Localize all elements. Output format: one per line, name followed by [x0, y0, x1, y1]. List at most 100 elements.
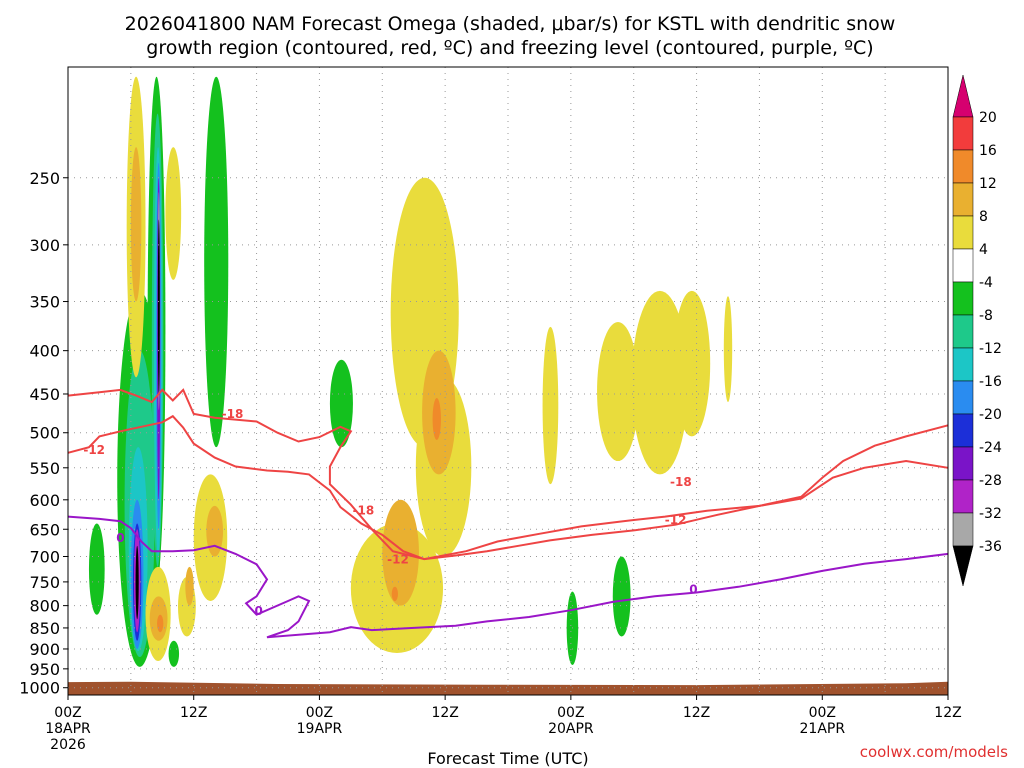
y-tick-label-1000: 1000 — [19, 679, 60, 698]
colorbar-segment-3 — [952, 182, 974, 217]
y-tick-label-550: 550 — [29, 459, 60, 478]
colorbar-label-7: -12 — [979, 341, 1002, 357]
colorbar-segment-0 — [952, 74, 974, 118]
colorbar-segment-2 — [952, 149, 974, 184]
omega-blob-28 — [542, 326, 559, 485]
omega-blob-30 — [631, 290, 689, 475]
contour-label-6: 0 — [116, 531, 124, 545]
colorbar-label-13: -36 — [979, 539, 1002, 555]
contour-label-1: -12 — [83, 443, 105, 457]
colorbar-segment-14 — [952, 545, 974, 587]
y-tick-label-800: 800 — [29, 597, 60, 616]
colorbar-label-12: -32 — [979, 506, 1002, 522]
x-tick-label-36-0: 12Z — [431, 705, 458, 721]
omega-blob-5 — [168, 640, 180, 667]
omega-shading-layer — [88, 76, 733, 667]
colorbar-label-5: -4 — [979, 275, 993, 291]
colorbar-segment-11 — [952, 446, 974, 481]
y-tick-label-700: 700 — [29, 548, 60, 567]
colorbar-segment-10 — [952, 413, 974, 448]
x-tick-label-72-0: 00Z — [809, 705, 836, 721]
y-tick-label-600: 600 — [29, 491, 60, 510]
colorbar-label-8: -16 — [979, 374, 1002, 390]
x-tick-label-48-0: 00Z — [557, 705, 584, 721]
omega-blob-2 — [204, 76, 229, 448]
omega-blob-21 — [165, 147, 182, 280]
omega-blob-39 — [432, 398, 441, 441]
colorbar-label-0: 20 — [979, 110, 997, 126]
chart-title-line2: growth region (contoured, red, ºC) and f… — [146, 37, 873, 59]
y-tick-label-350: 350 — [29, 293, 60, 312]
y-tick-label-900: 900 — [29, 640, 60, 659]
x-tick-label-60-0: 12Z — [683, 705, 710, 721]
x-tick-label-0-2: 2026 — [50, 737, 86, 753]
omega-blob-32 — [723, 296, 733, 403]
colorbar-segment-7 — [952, 314, 974, 349]
colorbar: 20 16 12 8 4 -4 -8 -12 -16 -20 -24 -28 -32 -36 — [952, 74, 1002, 587]
y-tick-label-250: 250 — [29, 169, 60, 188]
terrain-band — [68, 681, 948, 695]
terrain-layer — [68, 681, 948, 695]
y-tick-label-850: 850 — [29, 619, 60, 638]
omega-blob-7 — [612, 556, 631, 637]
colorbar-label-3: 8 — [979, 209, 988, 225]
contour-label-3: -12 — [387, 553, 409, 567]
x-axis-label: Forecast Time (UTC) — [427, 749, 588, 768]
credit-text: coolwx.com/models — [860, 743, 1008, 761]
colorbar-label-2: 12 — [979, 176, 997, 192]
omega-blob-33 — [130, 147, 142, 302]
omega-blob-29 — [597, 321, 639, 462]
contour-label-7: 0 — [254, 604, 262, 618]
grid-layer — [68, 67, 948, 695]
omega-blob-4 — [329, 359, 353, 448]
omega-blob-3 — [88, 523, 105, 615]
x-tick-label-12-0: 12Z — [180, 705, 207, 721]
colorbar-label-6: -8 — [979, 308, 993, 324]
contour-labels-layer: -18 -12 -18 -12 -18 -12 0 0 0 — [83, 407, 697, 618]
colorbar-segment-8 — [952, 347, 974, 382]
colorbar-segment-13 — [952, 512, 974, 547]
colorbar-label-4: 4 — [979, 242, 988, 258]
colorbar-label-10: -24 — [979, 440, 1002, 456]
x-tick-label-84-0: 12Z — [934, 705, 961, 721]
omega-blob-40 — [391, 586, 398, 602]
colorbar-segment-4 — [952, 215, 974, 250]
omega-blob-36 — [185, 566, 194, 606]
colorbar-segment-12 — [952, 479, 974, 514]
contour-label-2: -18 — [353, 504, 375, 518]
x-tick-label-24-0: 00Z — [306, 705, 333, 721]
x-tick-label-72-1: 21APR — [800, 721, 846, 737]
colorbar-segment-6 — [952, 281, 974, 316]
contour-label-4: -18 — [670, 475, 692, 489]
contour-label-5: -12 — [665, 513, 687, 527]
y-tick-label-750: 750 — [29, 573, 60, 592]
colorbar-segment-9 — [952, 380, 974, 415]
y-tick-label-950: 950 — [29, 660, 60, 679]
omega-blob-41 — [157, 614, 164, 633]
contour-label-8: 0 — [689, 583, 697, 597]
x-tick-label-48-1: 20APR — [548, 721, 594, 737]
omega-blob-18 — [135, 545, 139, 620]
y-tick-label-300: 300 — [29, 236, 60, 255]
y-tick-label-500: 500 — [29, 424, 60, 443]
omega-blob-31 — [673, 290, 711, 437]
plot-frame — [67, 66, 949, 696]
x-tick-label-0-1: 18APR — [45, 721, 91, 737]
x-tick-label-24-1: 19APR — [297, 721, 343, 737]
colorbar-label-9: -20 — [979, 407, 1002, 423]
y-axis-ticks: 250 300 350 400 450 500 550 600 650 700 750 800 850 9… — [19, 169, 68, 698]
colorbar-label-11: -28 — [979, 473, 1002, 489]
dgz-contour-1 — [67, 414, 949, 561]
y-tick-label-450: 450 — [29, 385, 60, 404]
x-tick-label-0-0: 00Z — [54, 705, 81, 721]
freezing-level-contour — [67, 515, 949, 639]
chart-title-line1: 2026041800 NAM Forecast Omega (shaded, μ… — [125, 13, 896, 35]
contour-label-0: -18 — [222, 407, 244, 421]
colorbar-segment-5 — [952, 248, 974, 283]
omega-blob-19 — [157, 219, 160, 394]
colorbar-label-1: 16 — [979, 143, 997, 159]
y-tick-label-650: 650 — [29, 520, 60, 539]
y-tick-label-400: 400 — [29, 342, 60, 361]
